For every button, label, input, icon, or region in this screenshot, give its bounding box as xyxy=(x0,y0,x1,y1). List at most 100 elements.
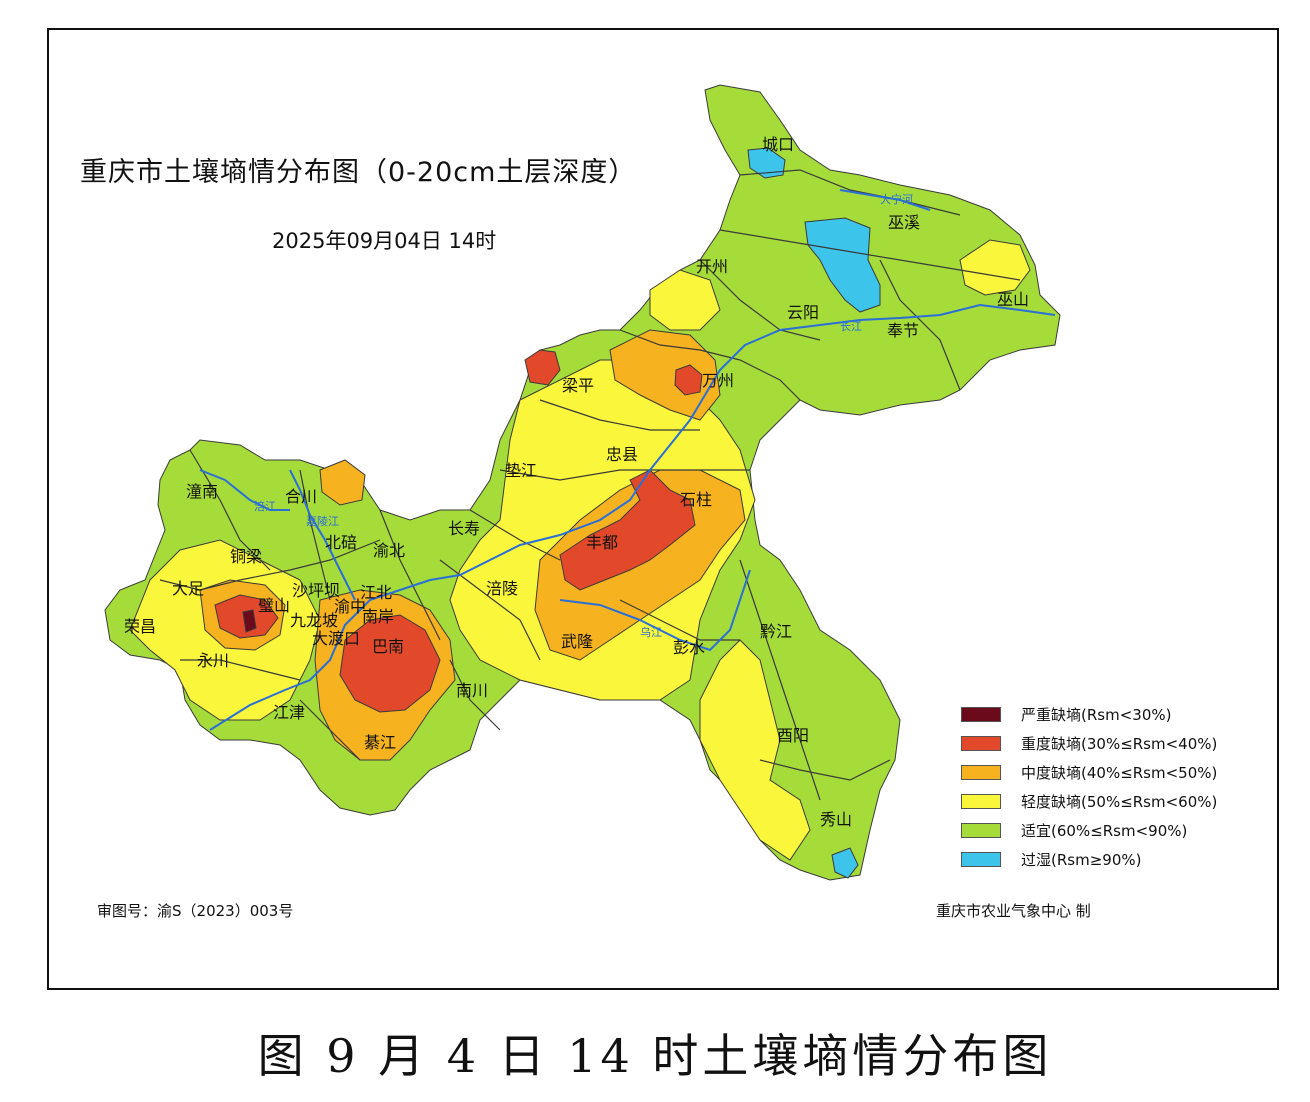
figure-caption: 图 9 月 4 日 14 时土壤墒情分布图 xyxy=(257,1029,1053,1083)
place-label-rongchang: 荣昌 xyxy=(124,617,156,636)
region-heavy-fengdu xyxy=(559,469,696,591)
legend-swatch-heavy xyxy=(961,736,1001,751)
river-fujiang xyxy=(199,469,290,511)
county-border xyxy=(159,539,381,591)
place-label-shizhu: 石柱 xyxy=(680,490,712,509)
place-label-banan: 巴南 xyxy=(372,637,404,656)
place-label-yubei: 渝北 xyxy=(373,541,405,560)
region-moderate-hechuan xyxy=(319,459,366,506)
county-border xyxy=(739,559,821,801)
place-label-qijiang: 綦江 xyxy=(364,733,396,752)
legend-swatch-severe xyxy=(961,707,1001,722)
place-label-wuxi: 巫溪 xyxy=(888,213,920,232)
river-jialing xyxy=(289,469,356,601)
region-light-kaizhou xyxy=(649,269,721,331)
region-wet-wuxi xyxy=(804,217,881,313)
place-label-xiushan: 秀山 xyxy=(820,810,852,829)
legend-label-suitable: 适宜(60%≤Rsm<90%) xyxy=(1021,822,1188,840)
river-label-jialing: 嘉陵江 xyxy=(306,514,339,528)
place-label-pengshui: 彭水 xyxy=(673,638,705,657)
place-label-dadukou: 大渡口 xyxy=(312,629,360,648)
county-border xyxy=(449,659,501,731)
river-daning xyxy=(839,189,931,211)
county-border xyxy=(699,259,821,341)
place-label-wushan: 巫山 xyxy=(997,290,1029,309)
place-label-jiangjin: 江津 xyxy=(273,703,305,722)
place-label-chengkou: 城口 xyxy=(762,135,794,154)
region-heavy-liangping xyxy=(524,349,561,386)
county-borders xyxy=(159,169,1021,801)
region-wet-xiushan xyxy=(831,847,859,879)
place-label-nanchuan: 南川 xyxy=(456,681,488,700)
region-heavy-banan xyxy=(339,614,441,713)
region-light-northeast xyxy=(959,239,1031,296)
approval-number: 审图号：渝S（2023）003号 xyxy=(97,902,294,920)
place-label-yongchuan: 永川 xyxy=(197,651,229,670)
place-label-zhongxian: 忠县 xyxy=(606,445,638,464)
legend: 严重缺墒(Rsm<30%) 重度缺墒(30%≤Rsm<40%) 中度缺墒(40%… xyxy=(961,700,1217,874)
legend-item-moderate: 中度缺墒(40%≤Rsm<50%) xyxy=(961,758,1217,787)
county-border xyxy=(739,169,961,216)
map-datetime: 2025年09月04日 14时 xyxy=(272,229,497,253)
river-label-wujiang: 乌江 xyxy=(640,625,662,639)
legend-item-suitable: 适宜(60%≤Rsm<90%) xyxy=(961,816,1217,845)
place-label-wulong: 武隆 xyxy=(561,632,593,651)
place-label-bishan: 璧山 xyxy=(258,596,290,615)
river-label-daning: 大宁河 xyxy=(880,192,913,206)
place-label-nanan: 南岸 xyxy=(362,607,394,626)
place-label-jiangbei: 江北 xyxy=(360,583,392,602)
map-title: 重庆市土壤墒情分布图（0-20cm土层深度） xyxy=(80,157,637,188)
county-border xyxy=(879,259,961,391)
place-label-tongliang: 铜梁 xyxy=(230,547,262,566)
legend-label-heavy: 重度缺墒(30%≤Rsm<40%) xyxy=(1021,735,1218,753)
legend-label-severe: 严重缺墒(Rsm<30%) xyxy=(1021,706,1172,724)
place-label-fengdu: 丰都 xyxy=(586,533,618,552)
river-yangtze xyxy=(209,303,1056,731)
county-border xyxy=(299,699,361,761)
county-border xyxy=(189,449,271,571)
place-label-liangping: 梁平 xyxy=(562,376,594,395)
legend-label-light: 轻度缺墒(50%≤Rsm<60%) xyxy=(1021,793,1218,811)
river-label-yangtze: 长江 xyxy=(840,320,862,333)
legend-swatch-wet xyxy=(961,852,1001,867)
legend-item-severe: 严重缺墒(Rsm<30%) xyxy=(961,700,1217,729)
place-label-beibei: 北碚 xyxy=(325,533,357,552)
county-border xyxy=(759,759,891,781)
legend-label-moderate: 中度缺墒(40%≤Rsm<50%) xyxy=(1021,764,1218,782)
place-label-tongnan: 潼南 xyxy=(186,482,218,501)
place-label-jiulongpo: 九龙坡 xyxy=(290,611,338,630)
county-border xyxy=(539,399,700,431)
place-label-wanzhou: 万州 xyxy=(702,371,734,390)
river-labels: 大宁河 长江 涪江 嘉陵江 乌江 xyxy=(254,192,913,639)
place-label-shapingba: 沙坪坝 xyxy=(292,581,340,600)
place-label-kaizhou: 开州 xyxy=(696,257,728,276)
place-label-fengjie: 奉节 xyxy=(887,321,919,340)
place-label-dianjiang: 垫江 xyxy=(505,461,537,480)
county-border xyxy=(619,329,801,401)
county-border xyxy=(469,509,561,561)
region-heavy-wanzhou xyxy=(674,364,703,396)
place-label-changshou: 长寿 xyxy=(448,519,480,538)
county-border xyxy=(180,659,301,681)
legend-item-heavy: 重度缺墒(30%≤Rsm<40%) xyxy=(961,729,1217,758)
legend-swatch-moderate xyxy=(961,765,1001,780)
region-moderate-wanzhou xyxy=(609,329,721,421)
region-light-southeast xyxy=(699,639,811,861)
legend-swatch-light xyxy=(961,794,1001,809)
county-border xyxy=(499,469,750,481)
region-severe-bishan xyxy=(242,609,257,633)
place-labels: 城口 巫溪 开州 巫山 云阳 奉节 万州 梁平 忠县 垫江 石柱 长寿 丰都 涪… xyxy=(124,135,1029,829)
soil-moisture-map: 大宁河 长江 涪江 嘉陵江 乌江 城口 巫溪 开州 巫山 云阳 奉节 万州 梁平… xyxy=(104,84,1061,881)
place-label-fuling: 涪陵 xyxy=(486,579,518,598)
place-label-dazu: 大足 xyxy=(172,579,204,598)
producer-credit: 重庆市农业气象中心 制 xyxy=(936,902,1091,920)
region-shapes xyxy=(104,84,1061,881)
legend-label-wet: 过湿(Rsm≥90%) xyxy=(1021,851,1142,869)
legend-swatch-suitable xyxy=(961,823,1001,838)
county-border xyxy=(379,509,441,641)
county-border xyxy=(299,469,331,601)
legend-item-light: 轻度缺墒(50%≤Rsm<60%) xyxy=(961,787,1217,816)
place-label-qianjiang: 黔江 xyxy=(760,622,792,641)
rivers xyxy=(199,189,1056,731)
region-wet-chengkou xyxy=(747,147,786,179)
